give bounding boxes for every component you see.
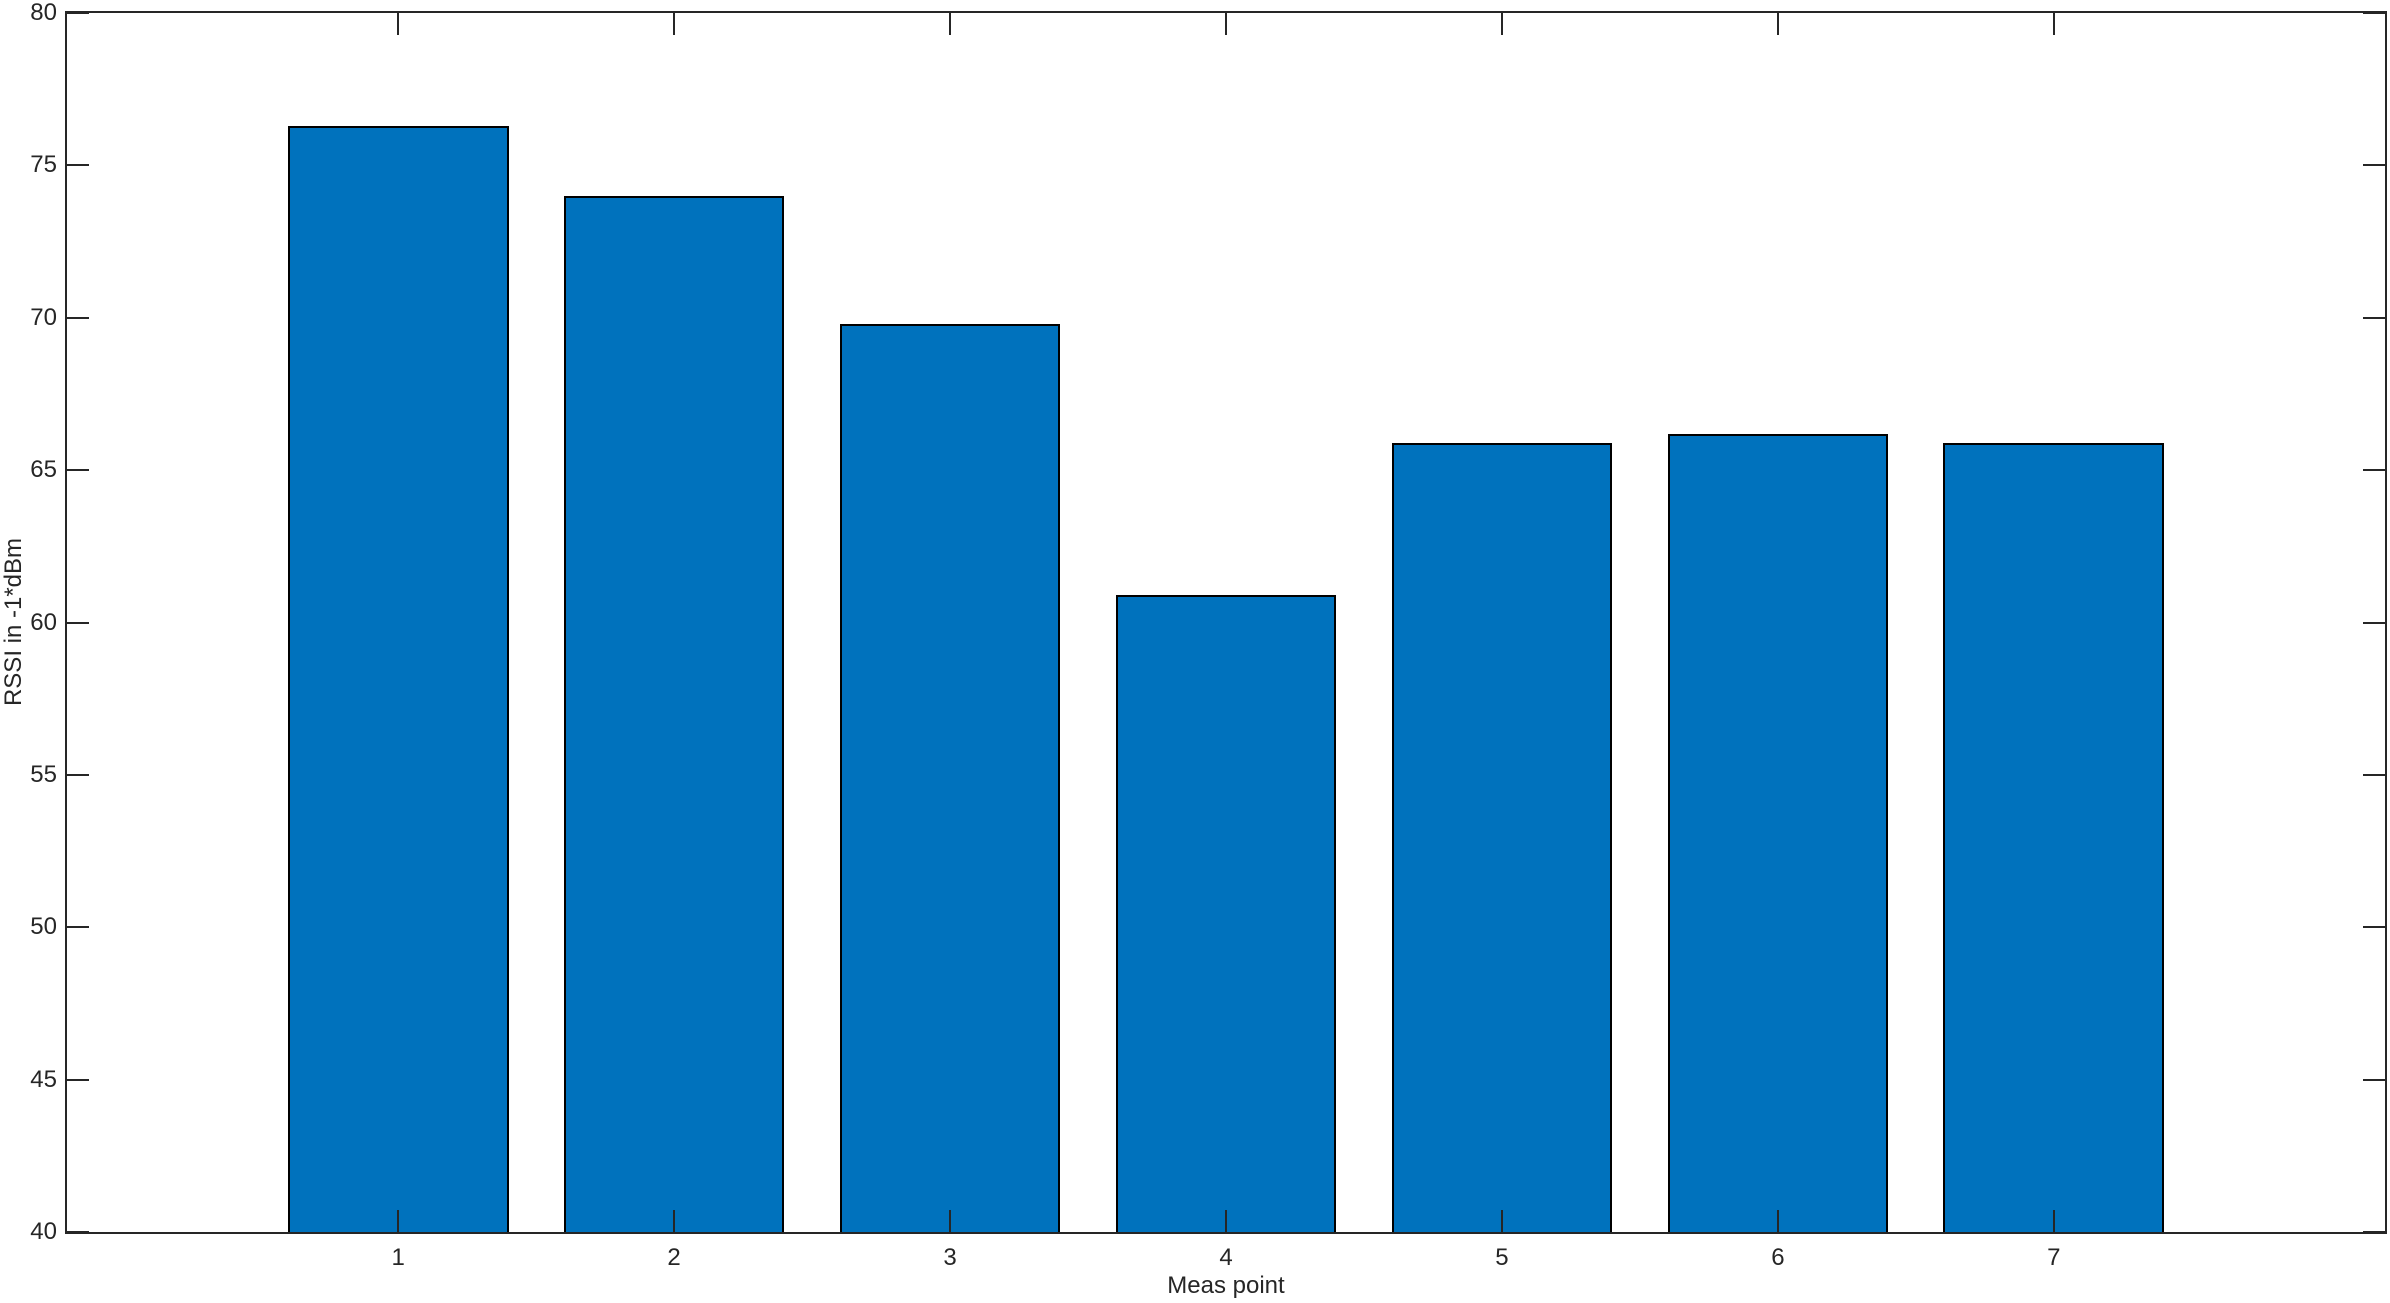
x-tick-label: 4 [1219, 1244, 1233, 1271]
x-tick-top [397, 13, 400, 35]
y-tick-label: 70 [30, 303, 57, 331]
bar-3 [839, 323, 1061, 1232]
y-tick-right [2363, 773, 2385, 776]
bar-2 [563, 195, 785, 1232]
bar-4 [1115, 595, 1337, 1232]
y-tick-left [67, 469, 89, 472]
x-tick-top [1500, 13, 1503, 35]
x-tick-bottom [1500, 1210, 1503, 1232]
y-tick-left [67, 1231, 89, 1233]
bar-7 [1943, 442, 2165, 1232]
x-tick-label: 7 [2047, 1244, 2061, 1271]
x-tick-bottom [673, 1210, 676, 1232]
y-tick-left [67, 164, 89, 167]
y-tick-label: 45 [30, 1065, 57, 1093]
y-axis-label: RSSI in -1*dBm [0, 537, 27, 707]
x-tick-bottom [397, 1210, 400, 1232]
y-tick-right [2363, 316, 2385, 319]
y-tick-left [67, 773, 89, 776]
bar-6 [1667, 433, 1889, 1232]
x-tick-label: 3 [943, 1244, 957, 1271]
y-tick-label: 80 [30, 0, 57, 26]
y-tick-label: 65 [30, 456, 57, 484]
y-tick-left [67, 316, 89, 319]
bar-1 [287, 125, 509, 1232]
x-tick-bottom [1225, 1210, 1227, 1232]
y-tick-right [2363, 1078, 2385, 1081]
y-tick-left [67, 12, 89, 14]
x-tick-label: 5 [1495, 1244, 1509, 1271]
x-axis-label: Meas point [1167, 1272, 1285, 1299]
y-tick-label: 75 [30, 151, 57, 179]
y-tick-right [2363, 926, 2385, 929]
y-tick-left [67, 1078, 89, 1081]
y-tick-right [2363, 1231, 2385, 1233]
y-tick-label: 55 [30, 760, 57, 788]
x-tick-label: 6 [1771, 1244, 1785, 1271]
x-tick-bottom [949, 1210, 952, 1232]
y-tick-right [2363, 12, 2385, 14]
x-tick-top [2052, 13, 2055, 35]
y-tick-right [2363, 621, 2385, 624]
y-tick-left [67, 926, 89, 929]
x-tick-top [949, 13, 952, 35]
y-tick-label: 40 [30, 1218, 57, 1245]
y-tick-right [2363, 469, 2385, 472]
y-tick-left [67, 621, 89, 624]
y-tick-label: 50 [30, 913, 57, 941]
plot-area [65, 11, 2387, 1234]
x-tick-top [673, 13, 676, 35]
x-tick-top [1225, 13, 1227, 35]
y-tick-label: 60 [30, 608, 57, 636]
x-tick-label: 2 [667, 1244, 681, 1271]
y-tick-right [2363, 164, 2385, 167]
x-tick-bottom [1776, 1210, 1779, 1232]
x-tick-bottom [2052, 1210, 2055, 1232]
x-tick-top [1776, 13, 1779, 35]
x-tick-label: 1 [391, 1244, 405, 1271]
bar-5 [1391, 442, 1613, 1232]
